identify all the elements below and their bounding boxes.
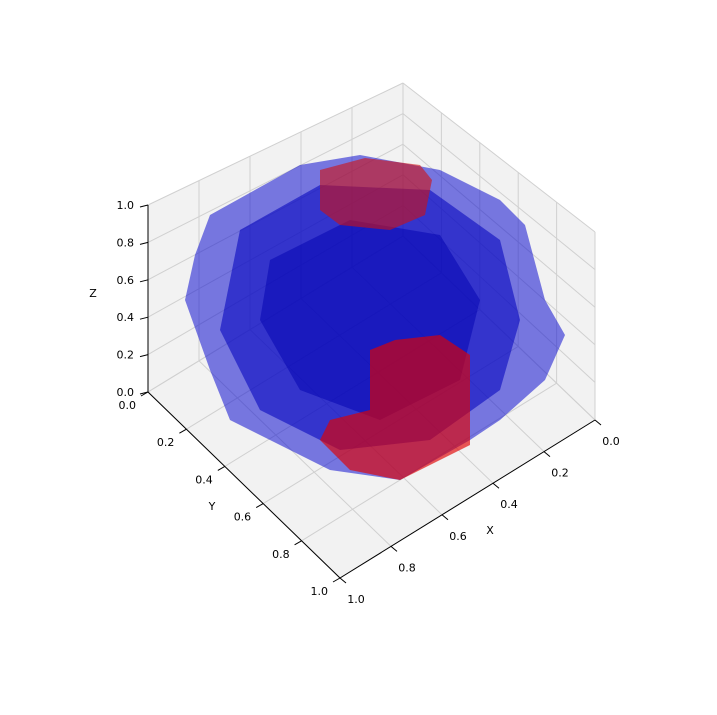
x-tick — [390, 546, 398, 552]
z-tick — [139, 241, 149, 245]
voxel-red — [320, 158, 432, 230]
x-axis-label: X — [486, 524, 494, 537]
grid-line — [147, 82, 404, 206]
y-tick-label: 0.4 — [195, 473, 213, 486]
y-tick — [294, 540, 302, 546]
x-tick-label: 0.0 — [602, 435, 620, 448]
y-tick-label: 0.6 — [234, 511, 252, 524]
x-tick — [441, 514, 449, 521]
x-tick — [543, 451, 551, 457]
x-tick — [339, 577, 347, 584]
y-tick — [255, 503, 264, 509]
z-tick-label: 1.0 — [117, 199, 135, 212]
x-tick — [492, 482, 500, 489]
y-tick-label: 0.0 — [119, 399, 137, 412]
z-tick-label: 0.6 — [117, 274, 135, 287]
x-tick-label: 0.6 — [449, 530, 467, 543]
z-tick — [139, 391, 149, 395]
y-tick-label: 1.0 — [311, 585, 329, 598]
z-tick — [139, 354, 149, 358]
grid-line — [402, 113, 596, 270]
y-tick-label: 0.8 — [272, 548, 290, 561]
y-tick-label: 0.2 — [157, 436, 175, 449]
z-tick-label: 0.8 — [117, 236, 135, 249]
x-tick-label: 0.4 — [500, 498, 518, 511]
z-tick — [139, 204, 149, 208]
x-tick-label: 1.0 — [347, 593, 365, 606]
x-tick-label: 0.8 — [398, 561, 416, 574]
y-tick — [179, 428, 187, 434]
z-tick — [139, 279, 149, 283]
z-tick-label: 0.2 — [117, 349, 135, 362]
x-tick — [594, 419, 602, 426]
z-tick-label: 0.4 — [117, 311, 135, 324]
axes: 0.0 0.2 0.4 0.6 0.8 1.0 0.0 0.2 0.4 0.6 0.8 1.0 0.0 0… — [117, 199, 620, 606]
x-axis-line — [339, 419, 596, 579]
voxel-cloud — [185, 155, 565, 480]
z-axis-label: Z — [89, 287, 97, 300]
y-axis-label: Y — [208, 500, 216, 513]
y-tick — [332, 577, 341, 583]
voxel-red — [320, 335, 470, 480]
z-tick-label: 0.0 — [117, 386, 135, 399]
y-axis-line — [147, 391, 341, 579]
x-tick-label: 0.2 — [551, 467, 569, 480]
z-tick — [139, 316, 149, 320]
grid-line — [402, 82, 596, 233]
grid-line — [147, 113, 404, 243]
y-tick — [217, 465, 226, 471]
